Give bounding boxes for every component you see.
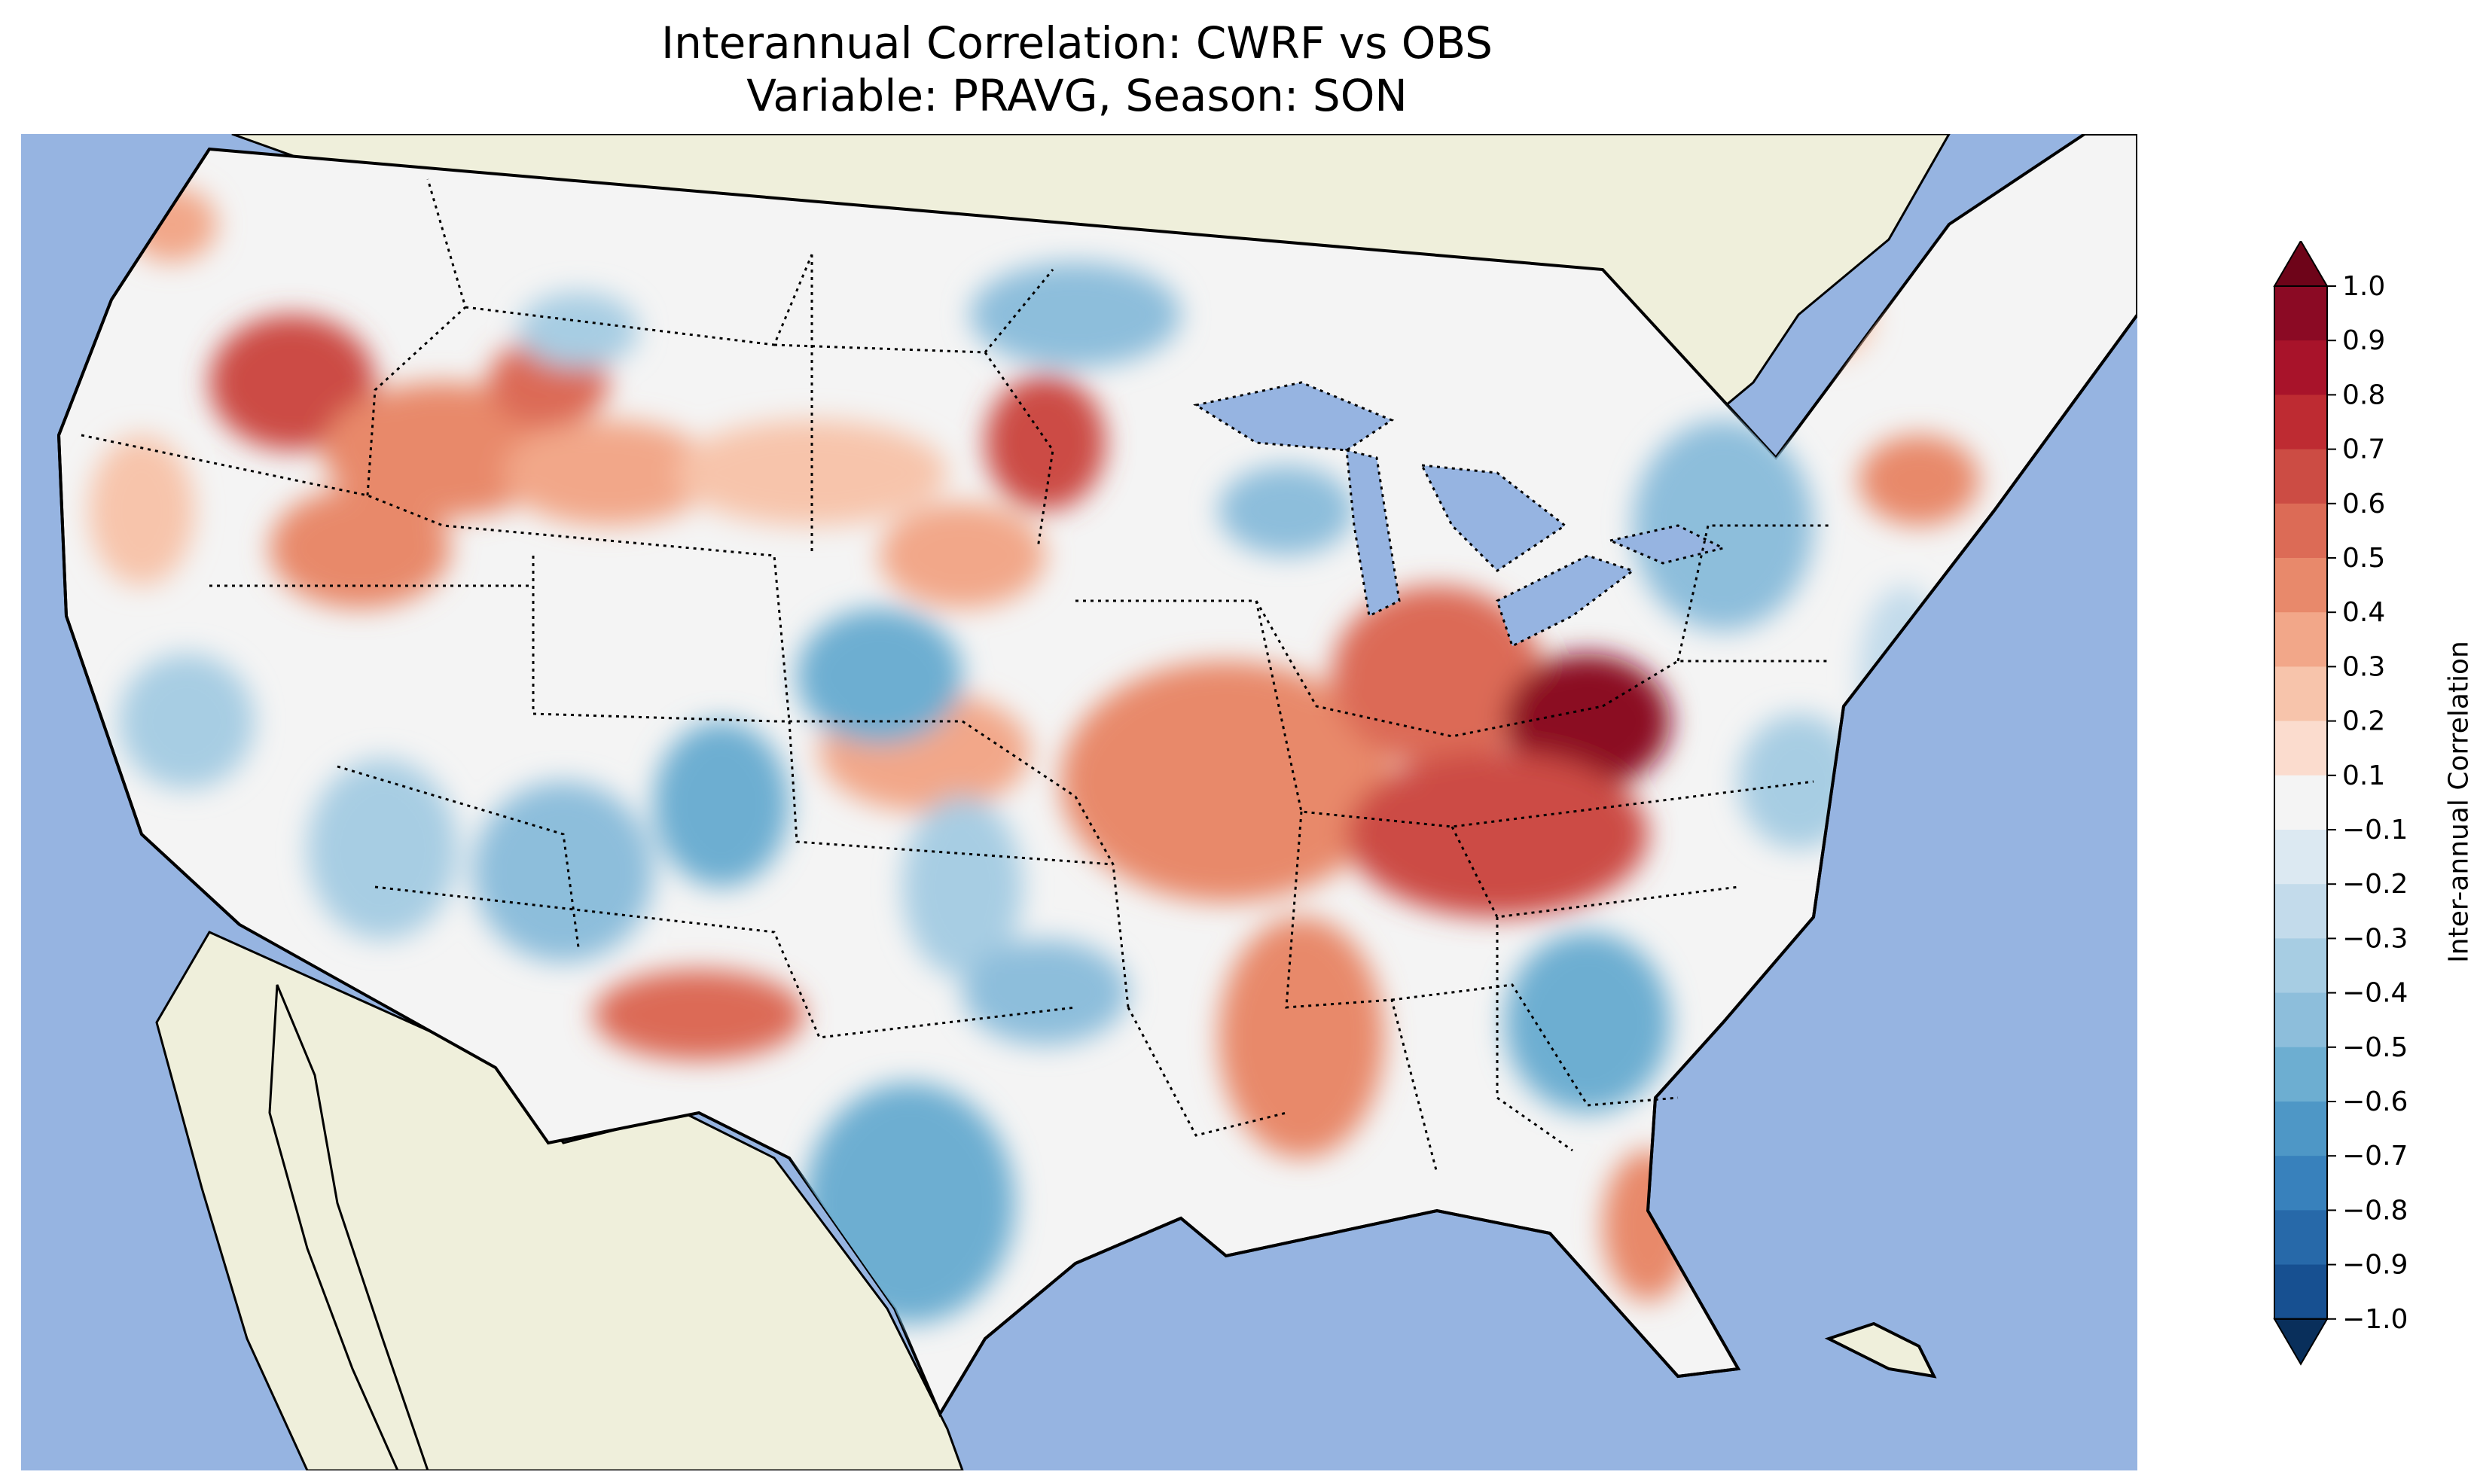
colorbar-tick-label: 0.5: [2342, 543, 2385, 574]
colorbar-tick-label: 0.3: [2342, 651, 2385, 682]
colorbar-segment: [2274, 1047, 2327, 1102]
baja-california: [268, 984, 429, 1470]
figure-title-line1: Interannual Correlation: CWRF vs OBS: [660, 17, 1493, 69]
correlation-map: [21, 134, 2137, 1470]
colorbar-segment: [2274, 558, 2327, 613]
colorbar-tick-label: 0.8: [2342, 379, 2385, 410]
colorbar-tick-label: −0.8: [2342, 1195, 2408, 1226]
colorbar-segment: [2274, 1102, 2327, 1156]
colorbar-tick-label: −0.4: [2342, 978, 2408, 1009]
colorbar-tick-label: 1.0: [2342, 271, 2385, 302]
colorbar-tick-label: −0.7: [2342, 1141, 2408, 1172]
colorbar-segment: [2274, 286, 2327, 341]
colorbar: 1.0 0.9 0.8 0.7 0.6 0.5 0.4 0.3 0.2 0.1 −0.1 −0.2 −0…: [2273, 241, 2408, 1366]
great-lakes: [1193, 381, 1727, 648]
colorbar-outline: [2274, 285, 2328, 1320]
colorbar-tick-label: 0.6: [2342, 489, 2385, 520]
colorbar-segment: [2274, 612, 2327, 667]
colorbar-tick-label: −0.1: [2342, 815, 2408, 846]
state-borders: [81, 178, 1829, 1174]
figure-title-line2: Variable: PRAVG, Season: SON: [746, 70, 1408, 121]
colorbar-segment: [2274, 503, 2327, 559]
colorbar-extend-max: [2273, 241, 2329, 287]
colorbar-tick-label: −0.3: [2342, 923, 2408, 954]
colorbar-tick-label: 0.2: [2342, 706, 2385, 737]
colorbar-tick-label: 0.4: [2342, 597, 2385, 628]
us-coastline: [56, 148, 241, 926]
cuba: [1824, 1321, 1937, 1379]
colorbar-segment: [2274, 721, 2327, 776]
colorbar-segment: [2274, 830, 2327, 885]
gulf-coastline: [938, 313, 2137, 1415]
colorbar-segment: [2274, 992, 2327, 1048]
colorbar-tick-label: −0.2: [2342, 869, 2408, 900]
colorbar-tick-label: −1.0: [2342, 1304, 2408, 1335]
colorbar-segment: [2274, 775, 2327, 830]
colorbar-extend-min: [2273, 1318, 2329, 1366]
colorbar-axis-label: Inter-annual Correlation: [2443, 641, 2474, 963]
colorbar-tick-label: −0.6: [2342, 1086, 2408, 1117]
colorbar-tick-label: 0.9: [2342, 325, 2385, 356]
colorbar-segment: [2274, 938, 2327, 994]
colorbar-tick-label: −0.9: [2342, 1250, 2408, 1281]
colorbar-tick-label: −0.5: [2342, 1032, 2408, 1063]
colorbar-segment: [2274, 1210, 2327, 1266]
colorbar-segment: [2274, 340, 2327, 395]
colorbar-segment: [2274, 395, 2327, 450]
colorbar-segment: [2274, 1264, 2327, 1320]
colorbar-segment: [2274, 884, 2327, 939]
colorbar-tick-label: 0.1: [2342, 760, 2385, 791]
colorbar-segment: [2274, 1156, 2327, 1211]
colorbar-segment: [2274, 666, 2327, 722]
colorbar-tick-label: 0.7: [2342, 434, 2385, 465]
colorbar-segment: [2274, 449, 2327, 504]
